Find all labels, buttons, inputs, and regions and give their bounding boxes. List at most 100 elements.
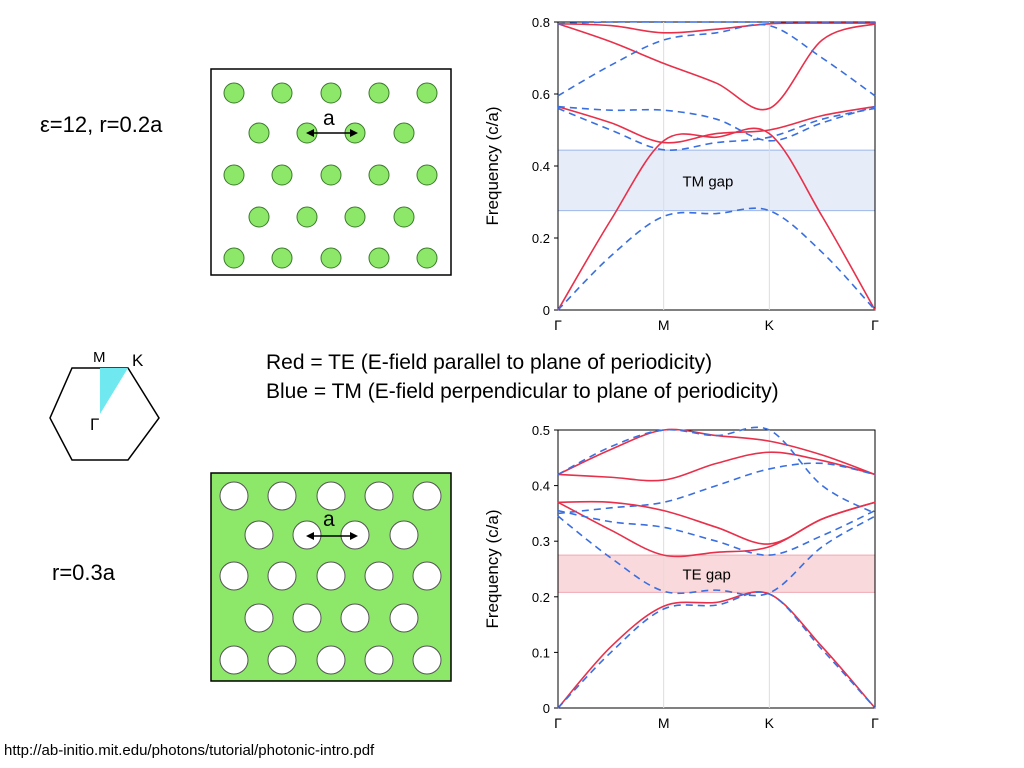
y-tick-label: 0.4 xyxy=(532,479,550,494)
band-gap-region xyxy=(557,149,876,212)
te-band-line xyxy=(557,501,876,558)
tm-band-line xyxy=(557,426,876,515)
air-hole xyxy=(267,645,297,675)
dielectric-rod xyxy=(368,82,390,104)
air-hole xyxy=(389,603,419,633)
air-hole xyxy=(219,481,249,511)
x-tick-label: K xyxy=(765,317,775,333)
x-tick-label: M xyxy=(658,317,670,333)
te-band-line xyxy=(557,127,876,311)
te-band-line xyxy=(557,451,876,482)
air-hole xyxy=(244,520,274,550)
dielectric-rod xyxy=(344,206,366,228)
tm-band-line xyxy=(557,207,876,311)
air-hole xyxy=(364,561,394,591)
air-hole xyxy=(412,561,442,591)
y-tick-label: 0.6 xyxy=(532,87,550,102)
x-tick-label: K xyxy=(765,715,775,731)
y-tick-label: 0.8 xyxy=(532,15,550,30)
air-hole xyxy=(219,645,249,675)
band-gap-region xyxy=(557,554,876,593)
x-tick-label: Γ xyxy=(554,317,562,333)
lattice-constant-arrow-bottom xyxy=(306,532,358,540)
band-gap-label: TE gap xyxy=(683,567,731,584)
lattice-constant-arrow xyxy=(306,129,358,137)
y-tick-label: 0.1 xyxy=(532,645,550,660)
air-hole xyxy=(219,561,249,591)
dielectric-rod xyxy=(271,164,293,186)
y-tick-label: 0 xyxy=(543,701,550,716)
air-hole xyxy=(244,603,274,633)
air-hole xyxy=(267,561,297,591)
dielectric-rod xyxy=(248,206,270,228)
tm-band-line xyxy=(557,21,875,25)
dielectric-rod xyxy=(393,206,415,228)
air-hole xyxy=(292,603,322,633)
te-band-line xyxy=(557,105,876,144)
air-hole xyxy=(316,645,346,675)
tm-band-line xyxy=(557,591,876,709)
x-tick-label: Γ xyxy=(871,317,879,333)
tm-band-line xyxy=(557,105,876,142)
dielectric-rod xyxy=(223,82,245,104)
dielectric-rod xyxy=(416,82,438,104)
air-hole xyxy=(389,520,419,550)
x-tick-label: M xyxy=(658,715,670,731)
te-band-line xyxy=(557,23,876,111)
dielectric-rod xyxy=(320,164,342,186)
tm-band-line xyxy=(557,23,876,97)
bz-point-k: K xyxy=(132,351,144,370)
rods-group xyxy=(223,82,438,269)
y-tick-label: 0.5 xyxy=(532,423,550,438)
hole-lattice-diagram: a xyxy=(210,472,452,682)
rod-lattice-diagram: a xyxy=(210,68,452,276)
air-hole xyxy=(292,520,322,550)
y-tick-label: 0 xyxy=(543,303,550,318)
y-tick-label: 0.2 xyxy=(532,231,550,246)
x-tick-label: Γ xyxy=(871,715,879,731)
dielectric-rod xyxy=(368,164,390,186)
plot-frame xyxy=(557,429,876,709)
dielectric-parameters-label: ε=12, r=0.2a xyxy=(40,112,163,137)
air-hole xyxy=(412,481,442,511)
te-band-line xyxy=(557,500,876,545)
air-hole xyxy=(412,645,442,675)
y-axis-label: Frequency (c/a) xyxy=(483,106,502,225)
air-hole xyxy=(316,481,346,511)
legend-te: Red = TE (E-field parallel to plane of p… xyxy=(266,351,713,374)
tm-band-line xyxy=(557,515,876,597)
te-band-line xyxy=(557,22,876,34)
te-band-line xyxy=(557,591,876,709)
dielectric-rod xyxy=(223,247,245,269)
dielectric-rod xyxy=(223,164,245,186)
air-hole xyxy=(316,561,346,591)
brillouin-zone-diagram: M K Γ xyxy=(49,349,160,461)
y-axis-label: Frequency (c/a) xyxy=(483,509,502,628)
dielectric-rod xyxy=(271,247,293,269)
air-hole xyxy=(364,481,394,511)
irreducible-zone-wedge xyxy=(100,368,128,414)
y-tick-label: 0.3 xyxy=(532,534,550,549)
legend-tm: Blue = TM (E-field perpendicular to plan… xyxy=(266,380,779,403)
tm-band-line xyxy=(557,462,876,515)
y-tick-label: 0.4 xyxy=(532,159,550,174)
holes-group xyxy=(219,481,442,675)
polarization-legend: Red = TE (E-field parallel to plane of p… xyxy=(266,348,779,406)
dielectric-rod xyxy=(393,122,415,144)
air-hole xyxy=(267,481,297,511)
band-diagram-rods: TM gap 0 0.2 0.4 0.6 0.8 Γ M K Γ Frequency (c/a) xyxy=(483,15,879,333)
lattice-constant-label-bottom: a xyxy=(323,508,335,531)
dielectric-rod xyxy=(368,247,390,269)
tm-band-line xyxy=(557,509,876,556)
x-tick-label: Γ xyxy=(554,715,562,731)
hole-radius-label: r=0.3a xyxy=(52,560,115,585)
dielectric-rod xyxy=(320,82,342,104)
air-hole xyxy=(340,603,370,633)
bz-point-m: M xyxy=(93,349,106,366)
lattice-constant-label: a xyxy=(323,107,335,130)
dielectric-rod xyxy=(248,122,270,144)
source-url[interactable]: http://ab-initio.mit.edu/photons/tutoria… xyxy=(4,742,375,759)
tm-band-line xyxy=(557,107,876,151)
dielectric-rod xyxy=(416,164,438,186)
band-gap-label: TM gap xyxy=(683,173,734,190)
